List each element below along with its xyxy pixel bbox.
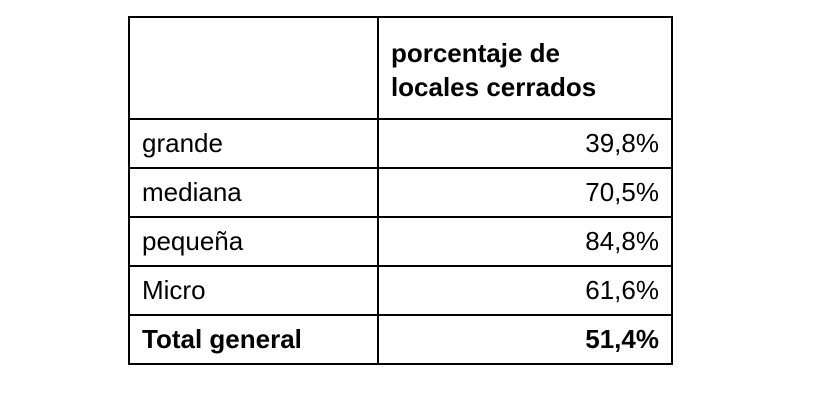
total-row: Total general 51,4% — [128, 314, 674, 365]
row-value: 84,8% — [376, 216, 674, 267]
row-label: pequeña — [128, 216, 379, 267]
row-value: 51,4% — [376, 314, 674, 365]
data-table: porcentaje de locales cerrados grande 39,… — [128, 16, 674, 365]
table-body: porcentaje de locales cerrados grande 39,… — [128, 16, 674, 365]
data-row: mediana 70,5% — [128, 167, 674, 218]
column-header: porcentaje de locales cerrados — [376, 16, 674, 120]
header-row: porcentaje de locales cerrados — [128, 16, 674, 120]
data-row: grande 39,8% — [128, 118, 674, 169]
data-row: pequeña 84,8% — [128, 216, 674, 267]
row-value: 61,6% — [376, 265, 674, 316]
row-label: mediana — [128, 167, 379, 218]
row-label: Total general — [128, 314, 379, 365]
row-value: 39,8% — [376, 118, 674, 169]
empty-header-cell — [128, 16, 379, 120]
row-value: 70,5% — [376, 167, 674, 218]
data-row: Micro 61,6% — [128, 265, 674, 316]
row-label: grande — [128, 118, 379, 169]
row-label: Micro — [128, 265, 379, 316]
